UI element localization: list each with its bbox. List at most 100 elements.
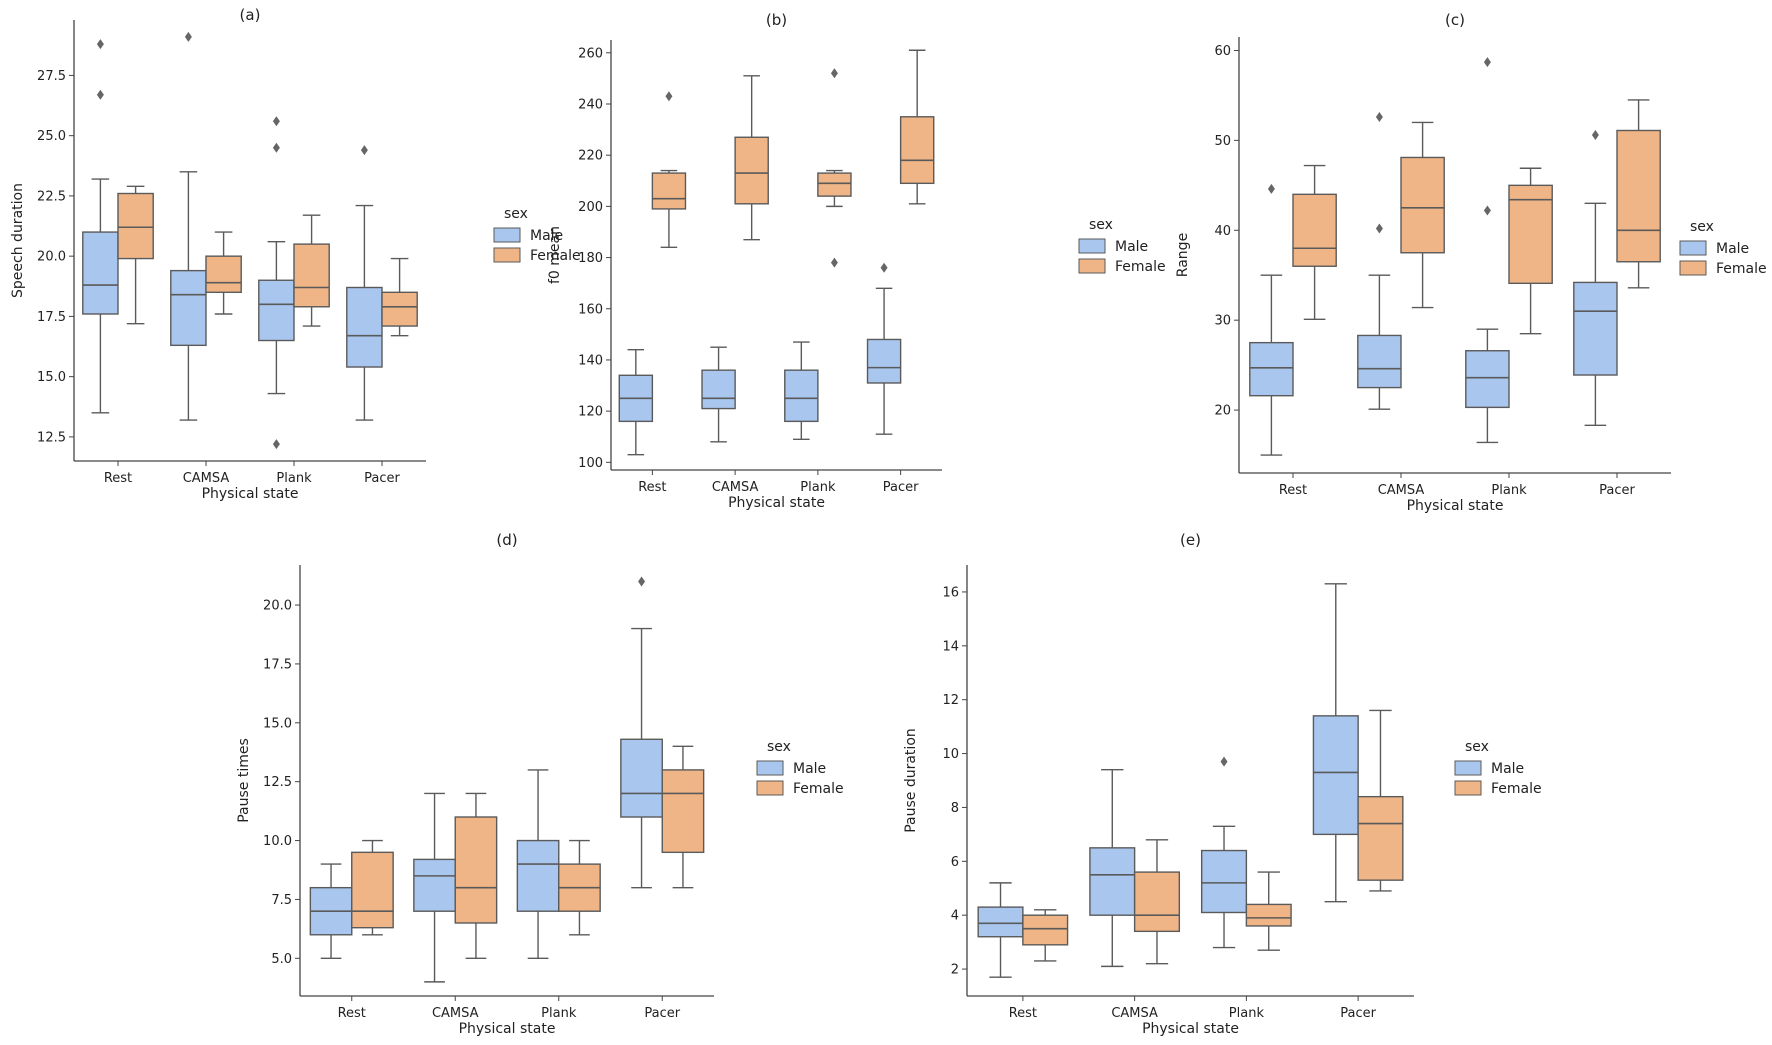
box-male-rest: [977, 882, 1024, 978]
iqr-box: [784, 369, 819, 423]
iqr-box: [1312, 715, 1359, 836]
iqr-box: [1400, 156, 1445, 254]
legend-label-female: Female: [793, 781, 844, 797]
iqr-box: [1616, 129, 1661, 263]
box-female-rest: [351, 839, 394, 936]
legend-swatch-male: [493, 227, 521, 243]
outlier-point: [360, 145, 368, 156]
box-female-plank: [1508, 167, 1553, 335]
x-tick-label: Plank: [276, 471, 312, 486]
box-female-plank: [293, 214, 330, 327]
iqr-box: [1133, 871, 1181, 933]
outlier-point: [1220, 756, 1228, 767]
x-axis-label: Physical state: [1407, 498, 1504, 514]
iqr-box: [1465, 350, 1510, 409]
y-axis-label: Range: [1175, 233, 1191, 277]
iqr-box: [866, 338, 902, 384]
box-male-camsa: [701, 346, 736, 443]
y-tick-label: 4: [951, 909, 959, 924]
iqr-box: [82, 231, 119, 315]
y-tick-label: 14: [942, 639, 959, 654]
y-tick-label: 60: [1214, 44, 1231, 59]
box-male-rest: [1249, 183, 1294, 456]
legend-title: sex: [1690, 219, 1714, 235]
iqr-box: [293, 243, 330, 308]
legend-label-male: Male: [530, 228, 563, 244]
y-tick-label: 22.5: [37, 189, 66, 204]
x-tick-label: CAMSA: [432, 1006, 479, 1021]
x-axis-label: Physical state: [459, 1021, 556, 1037]
box-male-rest: [618, 349, 654, 456]
y-tick-label: 140: [578, 353, 603, 368]
outlier-point: [272, 142, 280, 153]
box-female-plank: [1245, 871, 1292, 951]
y-tick-label: 10: [942, 747, 959, 762]
y-tick-label: 15.0: [263, 716, 292, 731]
x-tick-label: Plank: [800, 480, 836, 495]
box-male-pacer: [346, 145, 383, 421]
y-tick-label: 8: [951, 801, 959, 816]
legend-swatch-female: [1679, 260, 1707, 276]
panel-title: (e): [1180, 531, 1201, 549]
legend-label-male: Male: [1491, 761, 1524, 777]
y-tick-label: 17.5: [37, 310, 66, 325]
outlier-point: [272, 439, 280, 450]
iqr-box: [817, 172, 852, 197]
y-tick-label: 10.0: [263, 834, 292, 849]
iqr-box: [1357, 795, 1404, 881]
box-female-rest: [1022, 909, 1069, 962]
y-tick-label: 40: [1214, 224, 1231, 239]
iqr-box: [413, 858, 456, 912]
outlier-point: [272, 116, 280, 127]
box-female-camsa: [734, 75, 769, 241]
outlier-point: [1375, 223, 1383, 234]
y-tick-label: 12.5: [263, 775, 292, 790]
y-tick-label: 160: [578, 302, 603, 317]
x-tick-label: Plank: [1491, 483, 1527, 498]
x-tick-label: Pacer: [644, 1006, 680, 1021]
y-tick-label: 220: [578, 149, 603, 164]
y-tick-label: 25.0: [37, 129, 66, 144]
x-axis-label: Physical state: [1142, 1021, 1239, 1037]
box-female-pacer: [1616, 99, 1661, 289]
y-tick-label: 180: [578, 251, 603, 266]
panel-a: (a) 12.5 15.0 17.5 20.0 22.5 25.0 27.5 Rest CAMSA…: [10, 6, 581, 502]
box-male-camsa: [413, 792, 456, 983]
iqr-box: [620, 738, 663, 818]
x-tick-label: CAMSA: [183, 471, 230, 486]
legend-swatch-male: [1679, 240, 1707, 256]
legend-label-female: Femalе: [530, 248, 581, 264]
legend-label-male: Male: [793, 761, 826, 777]
outlier-point: [830, 257, 838, 268]
iqr-box: [1200, 849, 1248, 914]
iqr-box: [454, 816, 498, 924]
box-female-camsa: [1133, 839, 1181, 965]
box-male-plank: [1200, 756, 1248, 949]
y-tick-label: 5.0: [271, 952, 292, 967]
x-axis-label: Physical state: [728, 495, 825, 511]
iqr-box: [651, 172, 687, 210]
box-female-plank: [817, 68, 852, 268]
legend-swatch-male: [1454, 760, 1482, 776]
box-male-camsa: [170, 31, 207, 421]
box-female-pacer: [1357, 709, 1404, 892]
y-tick-label: 16: [942, 585, 959, 600]
legend-title: sex: [767, 739, 791, 755]
legend-title: sex: [1465, 739, 1489, 755]
y-tick-label: 260: [578, 46, 603, 61]
outlier-point: [665, 91, 673, 102]
box-female-plank: [558, 839, 601, 936]
x-tick-label: CAMSA: [1378, 483, 1425, 498]
box-male-plank: [516, 769, 560, 960]
x-tick-label: Plank: [541, 1006, 577, 1021]
legend-label-male: Male: [1716, 241, 1749, 257]
legend-swatch-female: [1454, 780, 1482, 796]
box-female-camsa: [205, 231, 242, 315]
box-male-rest: [309, 863, 353, 960]
x-tick-label: Rest: [1279, 483, 1307, 498]
box-female-camsa: [1400, 121, 1445, 309]
legend-label-male: Male: [1115, 239, 1148, 255]
iqr-box: [381, 291, 418, 327]
